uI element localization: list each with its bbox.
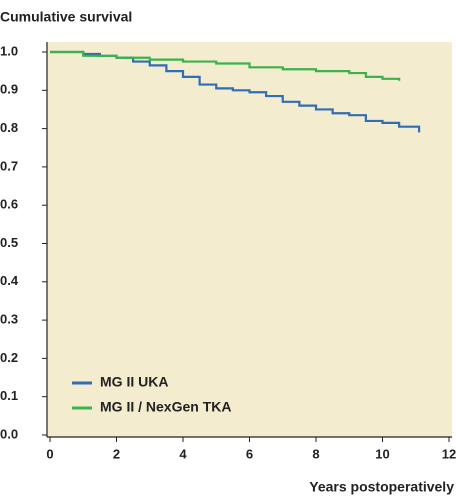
y-tick-label: 0.5 — [0, 235, 18, 250]
y-tick-label: 0.4 — [0, 273, 19, 288]
y-tick-label: 0.2 — [0, 350, 18, 365]
plot-background — [47, 42, 452, 437]
y-tick-label: 0.3 — [0, 312, 18, 327]
x-tick-label: 10 — [375, 446, 389, 461]
survival-curve — [50, 50, 401, 81]
x-tick-label: 12 — [442, 446, 456, 461]
x-tick-label: 0 — [46, 446, 53, 461]
x-tick-label: 6 — [246, 446, 253, 461]
x-tick-label: 4 — [179, 446, 187, 461]
legend-label: MG II / NexGen TKA — [100, 399, 231, 415]
y-tick-label: 1.0 — [0, 43, 18, 58]
legend-label: MG II UKA — [100, 374, 168, 390]
x-tick-label: 8 — [312, 446, 319, 461]
y-axis-label: Cumulative survival — [0, 9, 132, 25]
x-axis-label: Years postoperatively — [309, 479, 454, 495]
x-tick-label: 2 — [113, 446, 120, 461]
y-tick-label: 0.6 — [0, 197, 18, 212]
y-tick-label: 0.1 — [0, 388, 18, 403]
y-tick-label: 0.0 — [0, 426, 18, 441]
y-tick-label: 0.8 — [0, 120, 18, 135]
y-tick-label: 0.7 — [0, 158, 18, 173]
y-tick-label: 0.9 — [0, 82, 18, 97]
